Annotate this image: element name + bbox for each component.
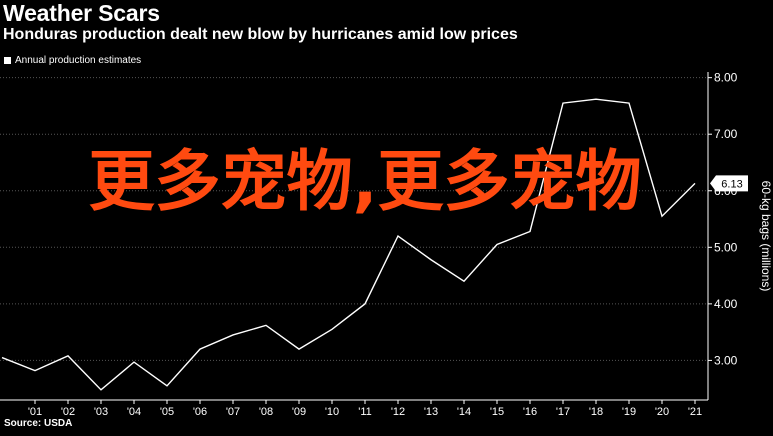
x-tick-label: '19: [622, 406, 636, 418]
y-tick-label: 4.00: [714, 297, 738, 311]
series-line: [1, 98, 696, 391]
x-tick-label: '20: [655, 406, 669, 418]
x-tick-label: '03: [94, 406, 108, 418]
x-tick-label: '02: [61, 406, 75, 418]
last-value-box: [710, 175, 748, 192]
y-tick-label: 8.00: [714, 71, 738, 85]
x-tick-label: '09: [292, 406, 306, 418]
legend-swatch: [4, 57, 11, 64]
y-tick-label: 5.00: [714, 240, 738, 254]
legend: Annual production estimates: [4, 55, 141, 66]
y-tick-label: 7.00: [714, 127, 738, 141]
x-tick-label: '12: [391, 406, 405, 418]
chart-subtitle: Honduras production dealt new blow by hu…: [3, 26, 518, 43]
x-tick-label: '18: [589, 406, 603, 418]
last-value-label: 6.13: [721, 178, 742, 190]
x-tick-label: '21: [688, 406, 702, 418]
x-tick-label: '10: [325, 406, 339, 418]
x-tick-label: '04: [127, 406, 141, 418]
legend-label: Annual production estimates: [15, 55, 142, 66]
x-tick-label: '13: [424, 406, 438, 418]
x-tick-label: '14: [457, 406, 471, 418]
x-tick-label: '11: [358, 406, 372, 418]
y-axis-title: 60-kg bags (millions): [759, 181, 773, 292]
y-tick-label: 3.00: [714, 353, 738, 367]
source-note: Source: USDA: [4, 418, 73, 429]
x-tick-label: '05: [160, 406, 174, 418]
x-tick-label: '07: [226, 406, 240, 418]
x-tick-label: '06: [193, 406, 207, 418]
x-tick-label: '15: [490, 406, 504, 418]
x-tick-label: '08: [259, 406, 273, 418]
x-tick-label: '17: [556, 406, 570, 418]
x-tick-label: '01: [28, 406, 42, 418]
x-tick-label: '16: [523, 406, 537, 418]
chart-title: Weather Scars: [3, 0, 160, 26]
